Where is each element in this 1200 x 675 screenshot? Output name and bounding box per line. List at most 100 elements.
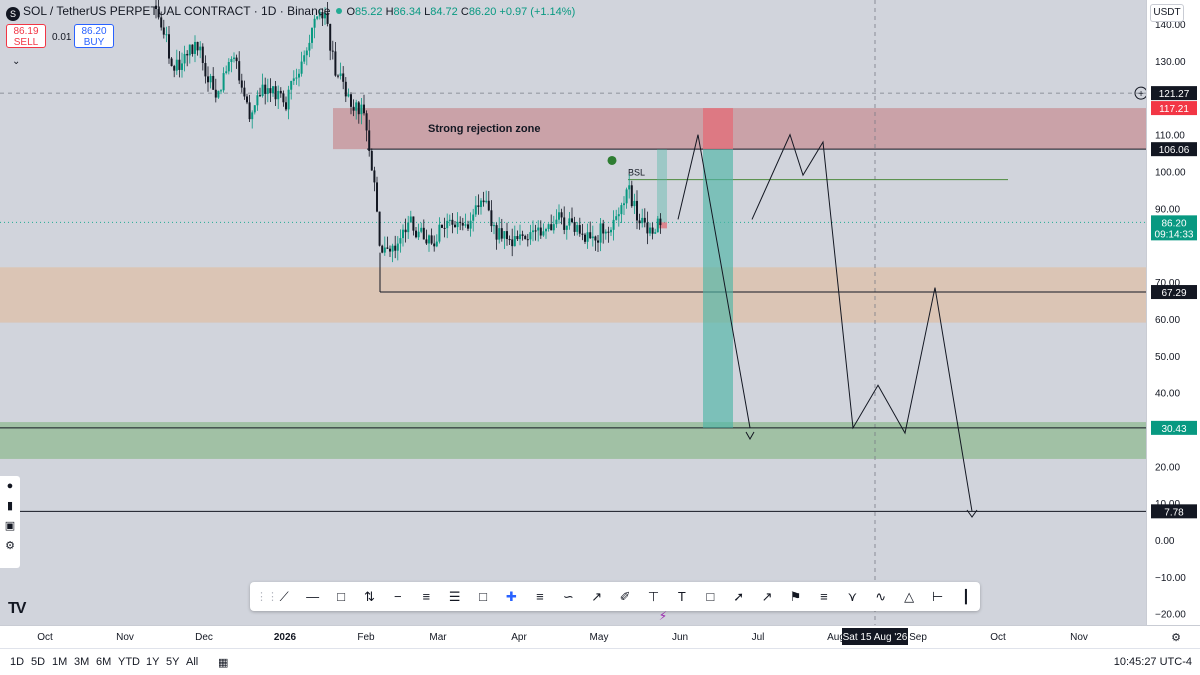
timeframe-1y[interactable]: 1Y bbox=[146, 656, 160, 668]
timeframe-ytd[interactable]: YTD bbox=[118, 656, 140, 668]
trend-line-icon[interactable]: ⟋ bbox=[279, 588, 289, 604]
chevron-down-icon[interactable]: ⌄ bbox=[12, 56, 21, 67]
symbol-title[interactable]: SOL / TetherUS PERPETUAL CONTRACT · 1D ·… bbox=[23, 4, 331, 18]
sell-button[interactable]: 86.19 SELL bbox=[6, 24, 46, 48]
candle-body bbox=[428, 235, 430, 244]
timeframe-5y[interactable]: 5Y bbox=[166, 656, 180, 668]
candle-body bbox=[435, 241, 438, 247]
timeframe-6m[interactable]: 6M bbox=[96, 656, 112, 668]
comment-icon[interactable]: □ bbox=[706, 588, 715, 604]
candle-body bbox=[303, 55, 306, 62]
candle-body bbox=[186, 53, 189, 56]
timeframe-1m[interactable]: 1M bbox=[52, 656, 68, 668]
video-icon[interactable]: ▮ bbox=[6, 500, 14, 512]
fib-retracement-icon[interactable]: ≡ bbox=[422, 588, 431, 604]
layers-icon[interactable]: ▣ bbox=[4, 520, 16, 532]
fib-channel-icon[interactable]: ≡ bbox=[820, 588, 828, 604]
candle-body bbox=[576, 225, 579, 232]
elliott-wave-icon[interactable]: ∿ bbox=[875, 588, 887, 604]
gear-icon[interactable]: ⚙ bbox=[5, 540, 15, 552]
candle-body bbox=[240, 80, 243, 88]
spread-value: 0.01 bbox=[52, 32, 72, 43]
candle-body bbox=[534, 230, 537, 232]
timeframe-1d[interactable]: 1D bbox=[10, 656, 25, 668]
candle-body bbox=[391, 245, 394, 252]
text-icon[interactable]: T bbox=[677, 588, 686, 604]
candle-body bbox=[625, 189, 628, 204]
price-label-text: 86.20 bbox=[1161, 218, 1186, 229]
price-range-icon[interactable]: ≡ bbox=[536, 588, 544, 604]
candle-body bbox=[578, 225, 581, 234]
candle-body bbox=[513, 236, 516, 247]
candle-body bbox=[230, 58, 233, 63]
drag-handle-icon[interactable]: ⋮⋮ bbox=[256, 591, 278, 603]
candle-body bbox=[225, 71, 228, 74]
brush-icon[interactable]: ✐ bbox=[619, 588, 631, 604]
arrow-icon[interactable]: ↗ bbox=[591, 588, 603, 604]
date-range-icon[interactable]: ⊢ bbox=[931, 588, 944, 604]
rectangle-icon[interactable]: □ bbox=[337, 588, 345, 604]
candle-body bbox=[324, 12, 326, 19]
callout-icon[interactable]: □ bbox=[479, 588, 487, 604]
flag-icon[interactable]: ⚑ bbox=[789, 588, 802, 604]
candle-body bbox=[321, 11, 324, 19]
clock[interactable]: 10:45:27 UTC-4 bbox=[1113, 656, 1192, 668]
candle-body bbox=[654, 232, 657, 234]
projection-path-2 bbox=[751, 133, 973, 512]
price-label-bg bbox=[1151, 226, 1197, 241]
symbol-header[interactable]: S SOL / TetherUS PERPETUAL CONTRACT · 1D … bbox=[6, 4, 575, 21]
arrow-marker-icon[interactable]: ↗ bbox=[761, 588, 773, 604]
chart-area[interactable]: Strong rejection zone BSL ⚡ + bbox=[0, 0, 1148, 625]
candle-body bbox=[602, 223, 605, 234]
buy-label: BUY bbox=[83, 37, 105, 48]
timeframe-3m[interactable]: 3M bbox=[74, 656, 90, 668]
triangle-pattern-icon[interactable]: △ bbox=[904, 588, 915, 604]
timeframe-all[interactable]: All bbox=[186, 656, 199, 668]
long-position-icon[interactable]: ⇅ bbox=[363, 588, 375, 604]
timeframe-5d[interactable]: 5D bbox=[31, 656, 46, 668]
price-axis[interactable]: 140.00 130.00 110.00 100.00 90.00 70.00 60.00 5… bbox=[1146, 0, 1200, 625]
candle-body bbox=[191, 44, 194, 54]
buy-price: 86.20 bbox=[81, 26, 107, 37]
candle-body bbox=[584, 234, 586, 242]
candle-body bbox=[495, 225, 498, 240]
horizontal-line-icon[interactable]: − bbox=[394, 588, 402, 604]
candle-body bbox=[355, 102, 358, 111]
candle-body bbox=[376, 182, 378, 212]
candle-body bbox=[235, 57, 238, 62]
candle-body bbox=[214, 89, 217, 98]
parallel-channel-icon[interactable]: ☰ bbox=[448, 588, 461, 604]
price-chart[interactable]: Strong rejection zone BSL ⚡ + bbox=[0, 0, 1148, 625]
close-value: 86.20 bbox=[468, 6, 497, 18]
curve-icon[interactable]: ∽ bbox=[562, 588, 574, 604]
candle-body bbox=[623, 203, 625, 206]
candle-body bbox=[326, 12, 329, 24]
date-range-calendar-icon[interactable]: ▦ bbox=[218, 657, 229, 669]
candle-body bbox=[220, 90, 222, 92]
candle-body bbox=[334, 51, 337, 76]
candle-body bbox=[269, 88, 272, 94]
candle-body bbox=[459, 221, 462, 223]
pitchfork-icon[interactable]: ⋎ bbox=[847, 588, 858, 604]
path-icon[interactable]: ➚ bbox=[733, 588, 745, 604]
candle-body bbox=[243, 87, 246, 97]
candle-body bbox=[633, 200, 636, 207]
price-tick-label: 100.00 bbox=[1155, 168, 1186, 179]
time-tick-label: Oct bbox=[990, 632, 1006, 643]
candle-body bbox=[253, 105, 256, 113]
candle-body bbox=[256, 95, 259, 106]
candle-body bbox=[212, 75, 215, 90]
currency-selector[interactable]: USDT bbox=[1150, 4, 1184, 22]
tradingview-logo[interactable]: TV bbox=[8, 600, 27, 617]
buy-button[interactable]: 86.20 BUY bbox=[74, 24, 114, 48]
price-tick-label: −10.00 bbox=[1155, 573, 1186, 584]
anchored-vwap-icon[interactable]: ⊤ bbox=[647, 588, 660, 604]
vertical-line-icon[interactable]: ┃ bbox=[962, 588, 970, 604]
candle-body bbox=[412, 216, 415, 231]
candle-body bbox=[272, 86, 274, 94]
time-axis[interactable]: Oct Nov Dec 2026 Feb Mar Apr May Jun Jul Aug Sep Oct… bbox=[0, 625, 1200, 647]
camera-icon[interactable]: ● bbox=[6, 480, 14, 492]
change-value: +0.97 (+1.14%) bbox=[499, 6, 576, 18]
horizontal-ray-icon[interactable]: — bbox=[306, 588, 320, 604]
crosshair-icon[interactable]: ✚ bbox=[506, 588, 517, 604]
